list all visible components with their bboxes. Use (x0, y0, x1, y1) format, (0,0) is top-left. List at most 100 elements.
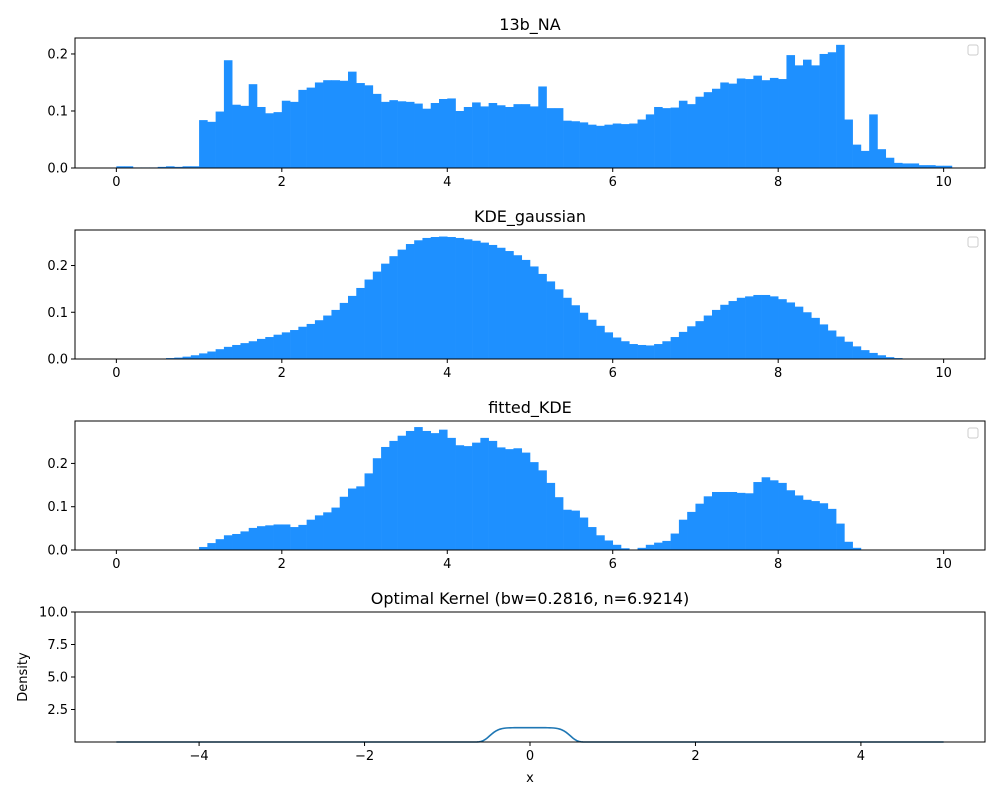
bar (819, 324, 829, 359)
bar (736, 78, 746, 168)
y-tick-label: 0.1 (47, 104, 68, 119)
bar (381, 446, 390, 550)
bar (488, 244, 498, 359)
bar (728, 301, 738, 359)
bar (778, 299, 787, 359)
bar (927, 165, 936, 168)
bar (753, 294, 762, 359)
bar (803, 59, 812, 168)
bar (207, 351, 216, 359)
bar (496, 447, 506, 550)
y-tick-label: 0.1 (47, 500, 68, 515)
x-tick-label: 8 (774, 175, 782, 190)
bar (761, 477, 771, 550)
bar (935, 165, 944, 168)
bar (248, 341, 258, 359)
y-tick-label: 0.0 (47, 162, 68, 177)
bar (257, 338, 266, 359)
bar (579, 122, 589, 168)
bar (422, 237, 432, 359)
y-tick-label: 5.0 (47, 671, 68, 686)
bar (414, 240, 423, 359)
bar (695, 503, 705, 550)
bar (637, 119, 647, 168)
bar (596, 325, 605, 359)
bar (232, 344, 241, 359)
bar (769, 77, 779, 168)
bar (728, 491, 738, 550)
bar (290, 527, 299, 550)
bar (447, 98, 456, 168)
bar (745, 493, 754, 550)
bar (538, 273, 547, 359)
bar (116, 166, 125, 168)
bar (852, 144, 862, 168)
bar (587, 527, 597, 550)
bar (339, 80, 349, 168)
bar (894, 162, 903, 168)
bar (670, 337, 680, 359)
bar (885, 157, 895, 168)
x-tick-label: 6 (609, 557, 617, 572)
bar (463, 446, 473, 550)
bar (604, 332, 614, 359)
bar (455, 110, 465, 168)
bar (174, 166, 183, 168)
bar (554, 497, 564, 550)
bar (223, 535, 233, 550)
bar (662, 341, 671, 359)
bar (670, 107, 680, 168)
bar (612, 337, 622, 359)
bar (248, 527, 258, 550)
y-tick-label: 0.0 (47, 544, 68, 559)
bar (439, 236, 448, 359)
x-tick-label: 0 (112, 557, 120, 572)
bar (836, 44, 845, 169)
bar (579, 312, 589, 359)
bar (182, 356, 192, 359)
x-tick-label: 10 (935, 557, 952, 572)
bar (554, 289, 564, 359)
bar (414, 103, 423, 168)
bar (852, 346, 862, 359)
bar (563, 297, 572, 359)
bar (364, 473, 374, 550)
y-tick-label: 10.0 (39, 606, 68, 621)
bar (654, 542, 663, 550)
bar (844, 341, 853, 359)
bar (240, 105, 250, 168)
y-tick-label: 0.1 (47, 306, 68, 321)
bar (860, 350, 870, 359)
x-tick-label: −2 (355, 749, 374, 764)
y-tick-label: 0.0 (47, 353, 68, 368)
bar (753, 482, 762, 550)
bar (190, 355, 200, 359)
bar (546, 482, 556, 550)
bar (621, 341, 630, 359)
bar (472, 442, 481, 550)
bar (323, 315, 332, 359)
bar (844, 119, 853, 168)
bar (662, 540, 671, 550)
bar (786, 55, 796, 168)
x-tick-label: 10 (935, 366, 952, 381)
bar (281, 524, 291, 550)
axes-frame (74, 420, 986, 551)
bar (447, 437, 456, 550)
bar (546, 281, 556, 359)
bar (439, 99, 448, 168)
bar (422, 108, 432, 168)
bar (836, 336, 845, 359)
x-tick-label: 4 (443, 366, 451, 381)
chart-title: KDE_gaussian (474, 207, 586, 227)
bar (372, 271, 382, 359)
bar (505, 449, 514, 550)
bar (695, 96, 705, 168)
bar (612, 544, 622, 550)
bar (356, 486, 365, 550)
bar (124, 166, 134, 168)
bar (736, 492, 746, 550)
bar (662, 108, 671, 168)
bar (745, 79, 754, 168)
legend-box (967, 427, 979, 439)
